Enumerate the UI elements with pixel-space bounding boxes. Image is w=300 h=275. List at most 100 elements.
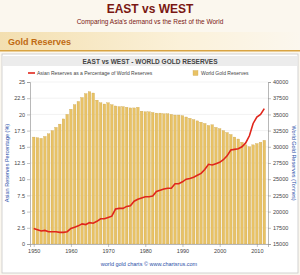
tick-label: 20000 <box>273 209 288 215</box>
bar <box>88 92 91 244</box>
tick-label: 40000 <box>273 79 288 85</box>
tick-mark <box>145 244 146 247</box>
y-axis-title: Asian Reserves Percentage (%) <box>4 124 10 202</box>
tick: 20000 <box>268 209 288 215</box>
bar <box>111 105 114 244</box>
bar <box>166 114 169 244</box>
bar <box>47 134 50 244</box>
section-rule <box>0 50 300 52</box>
bar <box>55 127 58 244</box>
tick-mark <box>268 163 271 164</box>
legend-swatch <box>28 72 35 74</box>
bar <box>155 113 158 244</box>
bar <box>200 122 203 244</box>
tick-label: 15000 <box>273 241 288 247</box>
bar <box>252 145 255 244</box>
tick-label: 2.5 <box>17 225 25 231</box>
bar <box>177 115 180 244</box>
bar <box>237 139 240 244</box>
tick: 1980 <box>140 244 152 254</box>
bar <box>215 127 218 244</box>
tick-mark <box>27 195 30 196</box>
axis-line <box>27 83 31 245</box>
tick: 2000 <box>214 244 226 254</box>
tick: 1970 <box>102 244 114 254</box>
bar <box>84 94 87 244</box>
tick-label: 17500 <box>273 225 288 231</box>
axis-line <box>269 83 272 245</box>
bar <box>140 111 143 244</box>
bar <box>263 140 266 244</box>
bar <box>233 137 236 244</box>
bar <box>81 98 84 244</box>
tick-label: 1990 <box>177 248 189 254</box>
bar <box>70 109 73 244</box>
tick-mark <box>268 131 271 132</box>
tick-mark <box>27 179 30 180</box>
bar <box>58 124 61 244</box>
tick-mark <box>268 212 271 213</box>
bar <box>66 114 69 244</box>
tick: 5 <box>22 209 30 215</box>
tick-label: 15 <box>19 144 25 150</box>
bar <box>51 131 54 244</box>
tick-label: 30000 <box>273 144 288 150</box>
bar <box>259 142 262 244</box>
tick: 1960 <box>65 244 77 254</box>
tick-mark <box>34 244 35 247</box>
bar <box>62 119 65 244</box>
tick-mark <box>27 163 30 164</box>
tick: 0 <box>22 241 30 247</box>
bar <box>218 129 221 244</box>
bar <box>103 104 106 244</box>
tick-mark <box>268 98 271 99</box>
bar <box>241 142 244 244</box>
tick-label: 2000 <box>214 248 226 254</box>
bar <box>36 138 39 244</box>
tick: 2010 <box>251 244 263 254</box>
bar <box>170 114 173 244</box>
bar <box>118 107 121 244</box>
bar <box>248 147 251 244</box>
tick-mark <box>257 244 258 247</box>
bar <box>129 108 132 244</box>
tick-label: 32500 <box>273 128 288 134</box>
tick: 37500 <box>268 95 288 101</box>
tick-label: 27500 <box>273 160 288 166</box>
bar <box>256 144 259 244</box>
bar <box>114 106 117 244</box>
tick: 20 <box>19 112 30 118</box>
tick: 2.5 <box>17 225 30 231</box>
bar <box>92 93 95 244</box>
legend-swatch <box>193 71 198 76</box>
tick-mark <box>268 114 271 115</box>
tick: 15 <box>19 144 30 150</box>
tick: 25 <box>19 79 30 85</box>
bar <box>226 133 229 244</box>
tick-label: 10 <box>19 176 25 182</box>
tick: 10 <box>19 176 30 182</box>
bar <box>99 103 102 244</box>
legend-label: World Gold Reserves <box>201 70 249 76</box>
bar <box>122 107 125 244</box>
chart-title-band <box>3 56 297 66</box>
tick-label: 20 <box>19 112 25 118</box>
tick-mark <box>27 82 30 83</box>
bar <box>207 125 210 244</box>
bar-series <box>32 92 265 244</box>
tick: 1990 <box>177 244 189 254</box>
tick-label: 1950 <box>28 248 40 254</box>
tick-label: 1970 <box>102 248 114 254</box>
bar <box>159 113 162 244</box>
tick-mark <box>27 114 30 115</box>
tick-mark <box>108 244 109 247</box>
tick-label: 35000 <box>273 112 288 118</box>
tick-label: 22.5 <box>14 95 25 101</box>
tick-mark <box>268 244 271 245</box>
tick-mark <box>27 228 30 229</box>
grid-line <box>30 98 268 99</box>
chart-panel <box>2 54 298 273</box>
bar <box>189 118 192 244</box>
tick-mark <box>268 82 271 83</box>
axis: 1950 1960 1970 1980 1990 2000 2010 <box>28 244 268 254</box>
